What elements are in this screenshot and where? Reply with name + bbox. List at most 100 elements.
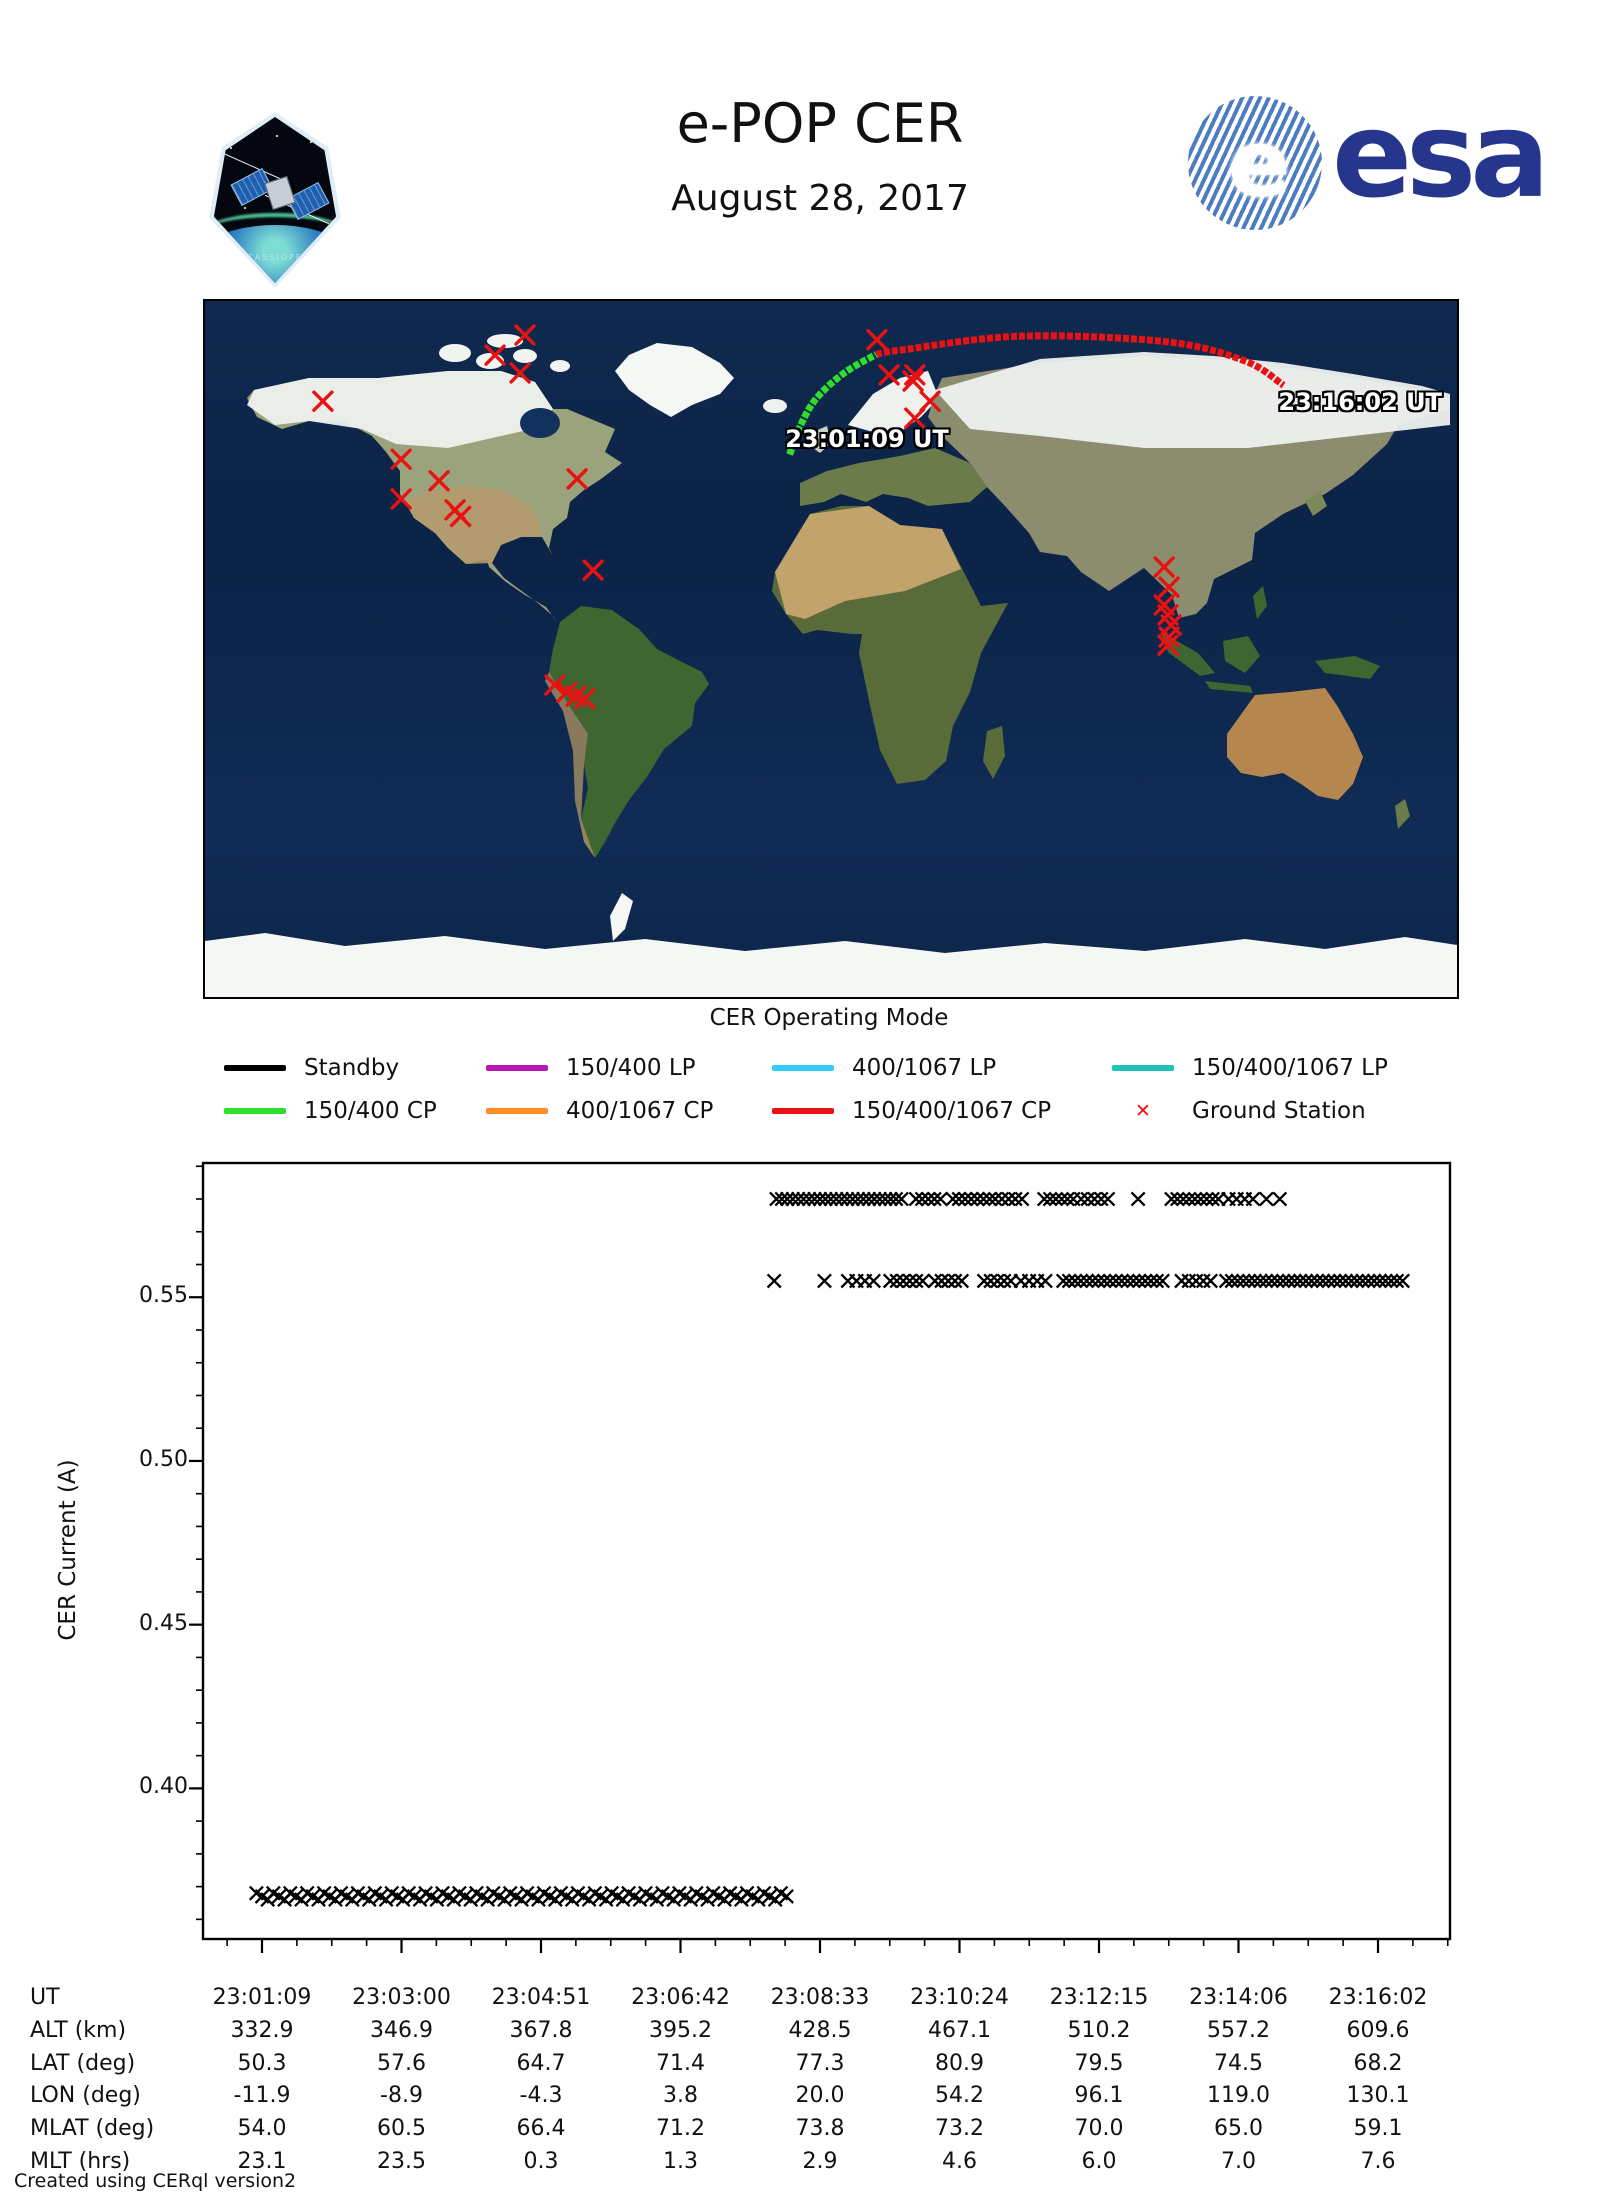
table-cell: 23:16:02 xyxy=(1328,1985,1428,2010)
table-cell: 96.1 xyxy=(1074,2083,1124,2108)
satellite-track xyxy=(786,332,1286,456)
esa-globe-icon: e xyxy=(1188,96,1322,230)
legend-item-label: 400/1067 CP xyxy=(566,1098,714,1124)
legend-line-swatch xyxy=(772,1108,834,1114)
ground-station-markers xyxy=(312,324,1182,710)
legend-line-swatch xyxy=(224,1065,286,1071)
table-cell: 65.0 xyxy=(1214,2116,1263,2141)
table-cell: 7.0 xyxy=(1221,2149,1256,2174)
y-tick-label: 0.50 xyxy=(139,1446,188,1472)
table-cell: 23.1 xyxy=(237,2149,287,2174)
table-cell: 20.0 xyxy=(795,2083,845,2108)
legend-line-swatch xyxy=(486,1065,548,1071)
table-cell: 467.1 xyxy=(928,2018,991,2043)
table-row-label: MLT (hrs) xyxy=(30,2149,131,2174)
scatter-markers xyxy=(248,1191,1411,1908)
table-cell: 60.5 xyxy=(377,2116,426,2141)
axis-ticks xyxy=(189,1165,1449,1953)
table-cell: -8.9 xyxy=(380,2083,423,2108)
y-axis-label: CER Current (A) xyxy=(55,1459,81,1641)
legend-item-label: Standby xyxy=(304,1055,400,1081)
table-cell: 23:10:24 xyxy=(910,1985,1009,2010)
table-cell: 428.5 xyxy=(788,2018,852,2043)
legend-line-swatch xyxy=(486,1108,548,1114)
table-cell: 346.9 xyxy=(370,2018,433,2043)
table-cell: 59.1 xyxy=(1353,2116,1403,2141)
table-cell: 23:06:42 xyxy=(631,1985,730,2010)
legend-line-swatch xyxy=(1112,1065,1174,1071)
table-cell: 73.8 xyxy=(795,2116,845,2141)
legend-item-150-400-1067-lp: 150/400/1067 LP xyxy=(1112,1053,1388,1083)
legend-item-150-400-lp: 150/400 LP xyxy=(486,1053,696,1083)
table-row-label: LAT (deg) xyxy=(30,2051,136,2076)
table-row-label: ALT (km) xyxy=(30,2018,127,2043)
legend-item-label: 150/400/1067 CP xyxy=(852,1098,1052,1124)
table-cell: 23:14:06 xyxy=(1189,1985,1288,2010)
world-map-image xyxy=(205,301,1457,997)
table-cell: 64.7 xyxy=(516,2051,566,2076)
table-cell: 4.6 xyxy=(942,2149,977,2174)
cer-current-plot xyxy=(189,1161,1452,1953)
table-cell: 23:01:09 xyxy=(212,1985,312,2010)
esa-logo: esa xyxy=(1332,86,1550,224)
table-cell: 68.2 xyxy=(1353,2051,1403,2076)
table-row-label: MLAT (deg) xyxy=(30,2116,155,2141)
table-cell: 7.6 xyxy=(1360,2149,1396,2174)
y-tick-label: 0.55 xyxy=(139,1283,188,1309)
legend-line-swatch xyxy=(772,1065,834,1071)
table-cell: 74.5 xyxy=(1214,2051,1263,2076)
table-row-label: LON (deg) xyxy=(30,2083,141,2108)
legend-line-swatch xyxy=(224,1108,286,1114)
table-cell: -11.9 xyxy=(233,2083,291,2108)
table-cell: 3.8 xyxy=(663,2083,698,2108)
table-cell: 23:03:00 xyxy=(352,1985,451,2010)
table-row-label: UT xyxy=(30,1985,60,2010)
table-cell: 57.6 xyxy=(377,2051,426,2076)
world-map: 23:01:09 UT 23:16:02 UT xyxy=(203,299,1459,999)
aurora-arc xyxy=(213,213,337,257)
table-cell: 510.2 xyxy=(1067,2018,1131,2043)
legend-item-150-400-cp: 150/400 CP xyxy=(224,1096,437,1126)
table-cell: 54.0 xyxy=(237,2116,287,2141)
table-cell: 367.8 xyxy=(509,2018,573,2043)
table-cell: 54.2 xyxy=(935,2083,984,2108)
legend-item-label: 400/1067 LP xyxy=(852,1055,997,1081)
legend-title: CER Operating Mode xyxy=(709,1005,949,1031)
y-tick-label: 0.40 xyxy=(139,1774,188,1800)
legend-item-standby: Standby xyxy=(224,1053,399,1083)
page-title: e-POP CER xyxy=(676,92,964,155)
legend-item-400-1067-cp: 400/1067 CP xyxy=(486,1096,713,1126)
table-cell: 119.0 xyxy=(1207,2083,1270,2108)
table-cell: 70.0 xyxy=(1074,2116,1124,2141)
table-cell: 23.5 xyxy=(377,2149,426,2174)
table-cell: 23:08:33 xyxy=(770,1985,870,2010)
table-cell: 1.3 xyxy=(663,2149,698,2174)
track-start-time-label: 23:01:09 UT xyxy=(785,425,949,453)
table-cell: 6.0 xyxy=(1081,2149,1117,2174)
legend-item-label: 150/400 LP xyxy=(566,1055,696,1081)
table-cell: 0.3 xyxy=(523,2149,559,2174)
table-cell: -4.3 xyxy=(519,2083,563,2108)
legend-item-label: 150/400 CP xyxy=(304,1098,437,1124)
legend-item-150-400-1067-cp: 150/400/1067 CP xyxy=(772,1096,1051,1126)
table-cell: 395.2 xyxy=(649,2018,712,2043)
table-cell: 77.3 xyxy=(795,2051,845,2076)
legend-item-label: 150/400/1067 LP xyxy=(1192,1055,1388,1081)
table-cell: 79.5 xyxy=(1074,2051,1124,2076)
table-cell: 71.4 xyxy=(656,2051,705,2076)
table-cell: 71.2 xyxy=(656,2116,705,2141)
track-end-time-label: 23:16:02 UT xyxy=(1278,388,1442,416)
table-cell: 332.9 xyxy=(230,2018,294,2043)
table-cell: 23:04:51 xyxy=(491,1985,591,2010)
y-tick-label: 0.45 xyxy=(139,1610,188,1636)
table-cell: 50.3 xyxy=(237,2051,287,2076)
table-cell: 80.9 xyxy=(935,2051,984,2076)
table-cell: 2.9 xyxy=(802,2149,838,2174)
footer-credit: Created using CERql version2 xyxy=(14,2170,297,2192)
table-cell: 609.6 xyxy=(1346,2018,1410,2043)
legend-item-400-1067-lp: 400/1067 LP xyxy=(772,1053,996,1083)
table-cell: 130.1 xyxy=(1346,2083,1410,2108)
legend-item-label: Ground Station xyxy=(1192,1098,1366,1124)
table-cell: 557.2 xyxy=(1207,2018,1270,2043)
